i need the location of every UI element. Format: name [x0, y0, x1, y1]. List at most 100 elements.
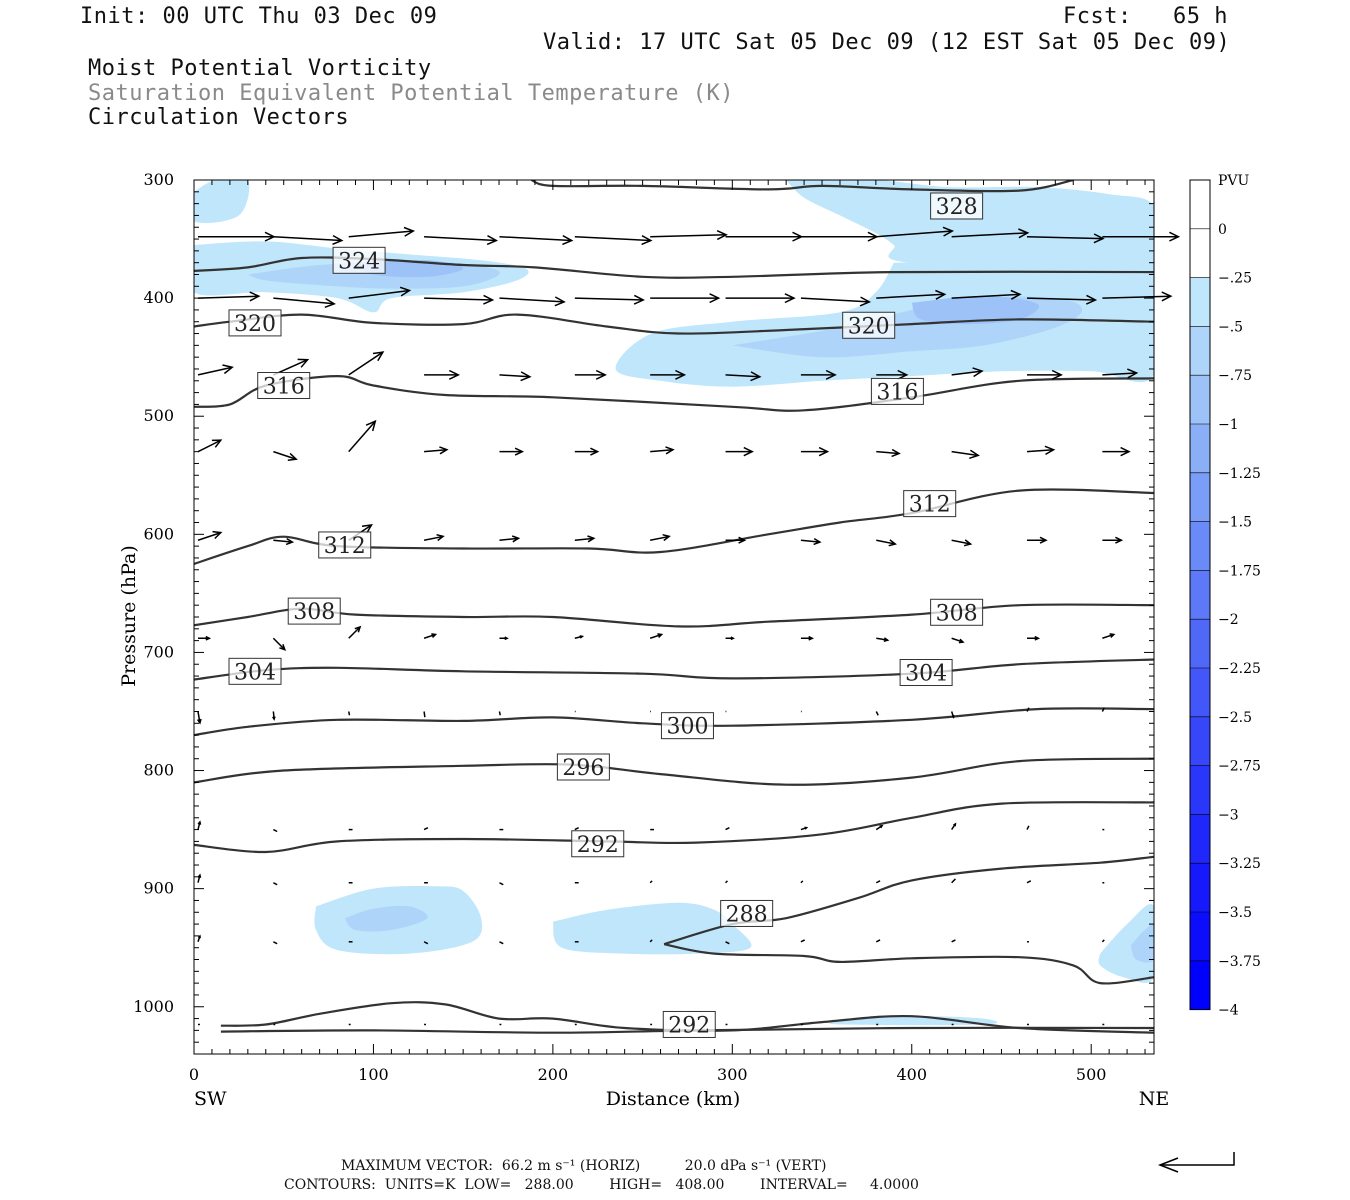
pv-shade-region — [344, 905, 428, 932]
circulation-vector — [725, 880, 728, 884]
theta-contour-unlabeled — [663, 943, 1154, 985]
circulation-vector — [1026, 707, 1030, 712]
circulation-vector — [1026, 825, 1030, 830]
pv-shading-layer — [194, 180, 1154, 1026]
circulation-vector — [499, 371, 532, 382]
colorbar-swatch — [1190, 960, 1210, 1010]
contour-label-300: 300 — [660, 712, 714, 740]
colorbar-level-label: −2.75 — [1218, 759, 1261, 775]
theta-contour-292 — [194, 801, 1154, 854]
init-time: Init: 00 UTC Thu 03 Dec 09 — [80, 4, 438, 29]
circulation-vector — [725, 941, 730, 945]
circulation-vector — [875, 711, 879, 716]
circulation-vector — [725, 231, 804, 242]
circulation-vector — [800, 880, 804, 884]
circulation-vector — [649, 880, 653, 884]
pv-shade-region — [1098, 904, 1154, 983]
circulation-vector — [348, 286, 412, 299]
circulation-vector — [650, 533, 671, 542]
circulation-vector — [197, 364, 234, 376]
contour-label-text: 316 — [876, 380, 918, 405]
circulation-vector — [876, 448, 901, 458]
colorbar-level-label: −2.5 — [1218, 710, 1252, 726]
circulation-vector — [273, 234, 344, 245]
circulation-vector — [423, 941, 429, 945]
colorbar-title: PVU — [1218, 173, 1250, 189]
x-end-label-ne: NE — [1139, 1088, 1170, 1110]
axes-layer: 300 400 500 600 700 800 900 1000 0 100 200 300 400 50… — [118, 170, 1169, 1110]
circulation-vector — [951, 228, 1030, 239]
circulation-vector — [725, 636, 735, 641]
pv-shade-region — [552, 902, 752, 955]
theta-contour-unlabeled — [220, 1026, 1154, 1034]
colorbar-level-label: −2 — [1218, 612, 1239, 628]
circulation-vector — [197, 439, 223, 453]
contours-note: CONTOURS: UNITS=K LOW= 288.00 HIGH= 408.… — [284, 1177, 919, 1193]
contour-label-text: 292 — [577, 833, 619, 858]
forecast-hour: Fcst: 65 h — [1063, 4, 1228, 29]
contour-label-288: 288 — [720, 899, 774, 927]
circulation-vector — [1102, 446, 1131, 457]
circulation-vector — [498, 711, 501, 716]
pv-shade-region — [194, 180, 250, 224]
circulation-vector — [1027, 536, 1048, 544]
circulation-vector — [197, 530, 223, 541]
colorbar-swatch — [1190, 375, 1210, 424]
contour-label-312: 312 — [903, 490, 957, 518]
colorbar-level-label: −3.75 — [1218, 954, 1261, 970]
contour-label-text: 292 — [668, 1013, 710, 1038]
circulation-vector — [273, 450, 298, 462]
circulation-vector — [1102, 536, 1124, 544]
circulation-vector — [273, 941, 278, 945]
circulation-vector — [800, 369, 837, 380]
colorbar-swatch — [1190, 277, 1210, 327]
contour-label-text: 320 — [848, 314, 890, 339]
contour-label-text: 324 — [338, 249, 380, 274]
circulation-vector — [800, 939, 806, 943]
contour-label-text: 312 — [909, 493, 951, 518]
circulation-vector — [347, 711, 351, 716]
contour-label-308: 308 — [930, 598, 984, 626]
circulation-vector — [499, 941, 504, 945]
circulation-vector — [650, 446, 675, 455]
reference-vector-line — [1160, 1152, 1235, 1166]
x-tick-label: 100 — [358, 1065, 389, 1084]
valid-time: Valid: 17 UTC Sat 05 Dec 09 (12 EST Sat … — [543, 30, 1231, 55]
pv-shade-region — [829, 1016, 998, 1026]
contour-label-292: 292 — [571, 830, 625, 858]
x-end-label-sw: SW — [194, 1088, 227, 1110]
max-vector-note: MAXIMUM VECTOR: 66.2 m s⁻¹ (HORIZ) 20.0 … — [341, 1158, 827, 1174]
y-axis-title: Pressure (hPa) — [118, 545, 140, 687]
colorbar-level-label: −1.75 — [1218, 563, 1261, 579]
theta-contour-296 — [194, 757, 1154, 786]
pv-shade-region — [911, 295, 1039, 325]
circulation-vector — [197, 820, 202, 830]
circulation-vector — [196, 711, 202, 725]
circulation-vector — [800, 296, 872, 307]
contour-label-text: 304 — [905, 662, 947, 687]
circulation-vector — [1026, 294, 1098, 305]
contour-label-292: 292 — [662, 1010, 716, 1038]
contour-label-304: 304 — [899, 659, 953, 687]
contour-label-316: 316 — [257, 372, 311, 400]
field-title-vectors: Circulation Vectors — [88, 105, 350, 130]
contour-label-text: 312 — [324, 534, 366, 559]
colorbar-swatch — [1190, 716, 1210, 766]
circulation-vector — [649, 633, 664, 639]
y-tick-label: 800 — [143, 761, 174, 780]
contour-label-312: 312 — [318, 531, 372, 559]
circulation-vector — [800, 537, 822, 546]
circulation-vector — [197, 291, 261, 302]
colorbar-swatch — [1190, 228, 1210, 278]
colorbar-swatch — [1190, 765, 1210, 815]
reference-vector — [1157, 1152, 1235, 1173]
circulation-vector — [574, 535, 596, 543]
y-tick-label: 600 — [143, 524, 174, 543]
pv-colorbar: PVU 0 −.25 −.5 −.75 −1 −1.25 −1.5 −1.75 −2 −2.25 −2… — [1189, 173, 1261, 1019]
circulation-vector — [951, 289, 1022, 300]
contour-label-320: 320 — [842, 311, 896, 339]
circulation-vector — [876, 369, 909, 380]
circulation-vector — [951, 539, 973, 547]
circulation-vector — [800, 826, 809, 831]
circulation-vector — [273, 882, 278, 886]
